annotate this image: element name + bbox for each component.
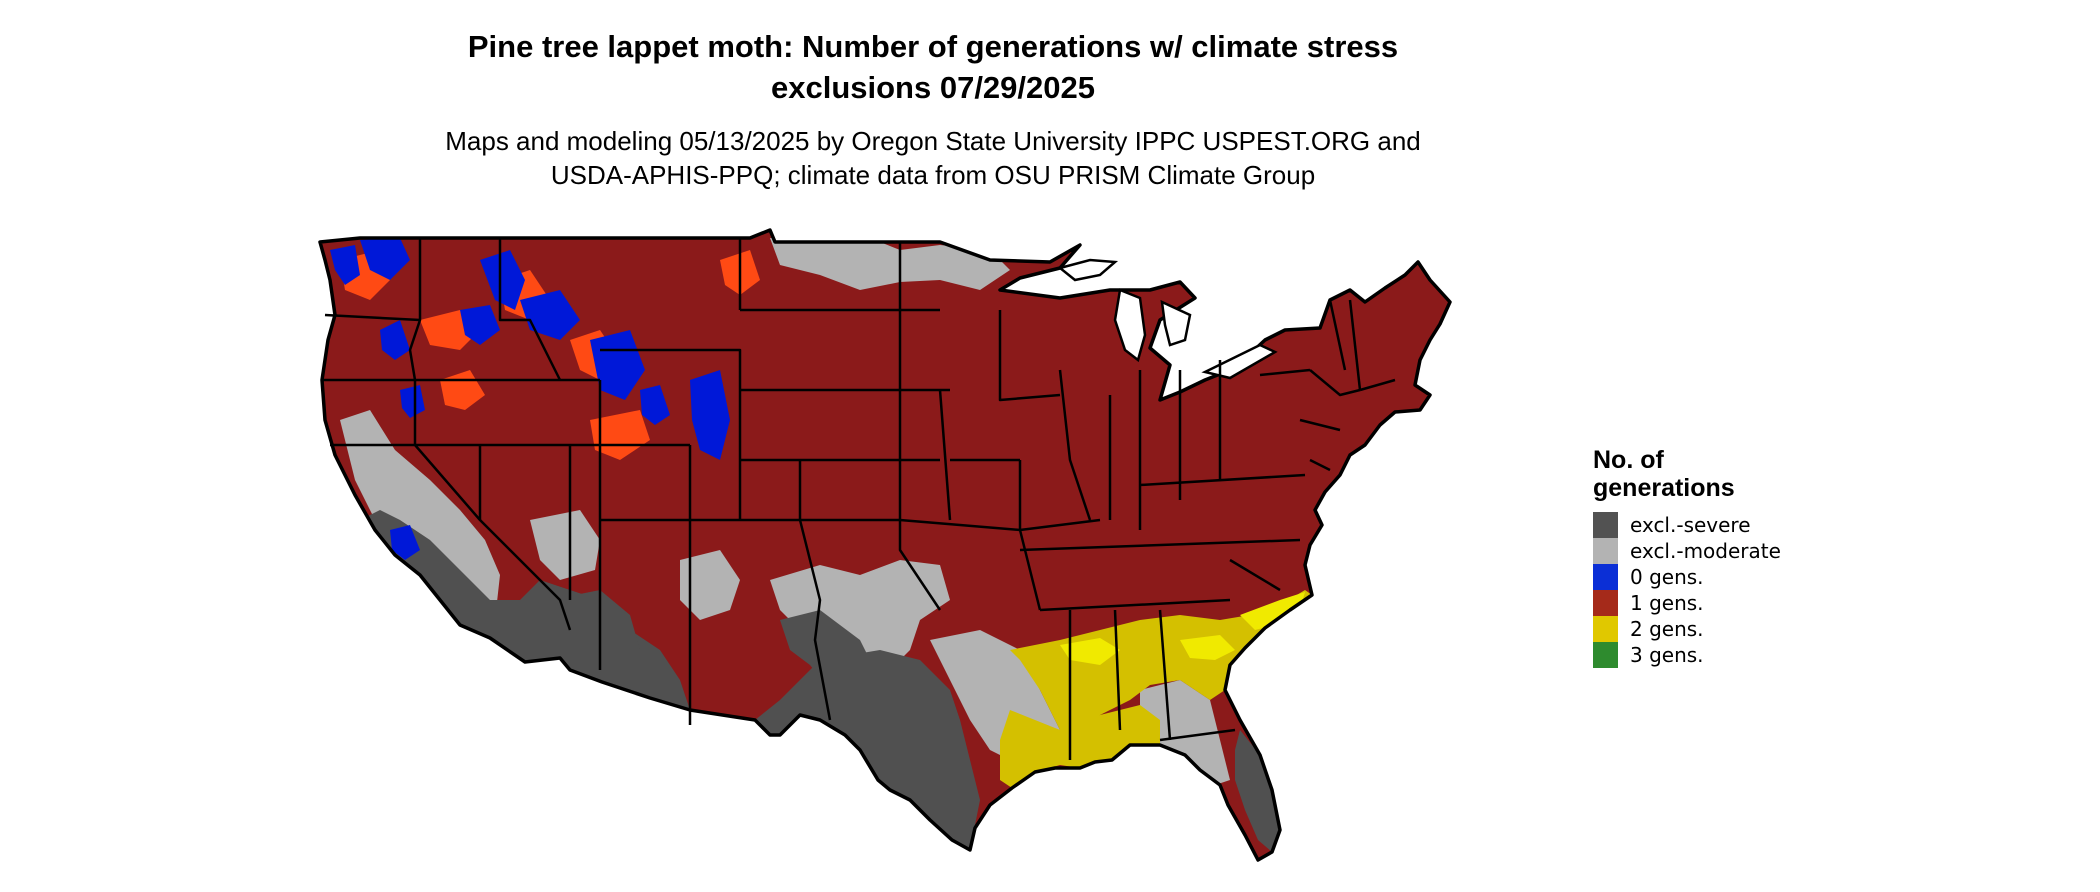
legend-label-excl-moderate: excl.-moderate	[1630, 539, 1781, 563]
legend-item-excl-severe: excl.-severe	[1593, 512, 1853, 538]
us-map-svg	[318, 228, 1452, 862]
legend-swatch-1-gens	[1593, 590, 1618, 616]
zone-two-gens-bright	[1060, 592, 1305, 665]
legend-label-0-gens: 0 gens.	[1630, 565, 1704, 589]
great-lakes	[1057, 258, 1278, 380]
legend-swatch-0-gens	[1593, 564, 1618, 590]
legend-label-1-gens: 1 gens.	[1630, 591, 1704, 615]
zone-excl-moderate	[340, 238, 1230, 785]
legend-label-excl-severe: excl.-severe	[1630, 513, 1751, 537]
legend-swatch-3-gens	[1593, 642, 1618, 668]
map-title-line-1: Pine tree lappet moth: Number of generat…	[467, 29, 1399, 64]
legend-item-1-gens: 1 gens.	[1593, 590, 1853, 616]
legend-title-line-1: No. of	[1593, 446, 1664, 474]
legend-swatch-excl-moderate	[1593, 538, 1618, 564]
lake-superior	[1057, 258, 1119, 282]
legend-item-0-gens: 0 gens.	[1593, 564, 1853, 590]
lake-huron	[1160, 299, 1192, 347]
map-zones	[330, 230, 1312, 852]
lake-erie	[1201, 343, 1278, 380]
us-map	[300, 220, 1580, 890]
map-title: Pine tree lappet moth: Number of generat…	[0, 26, 1866, 108]
lake-michigan	[1113, 288, 1147, 363]
map-subtitle-line-2: USDA-APHIS-PPQ; climate data from OSU PR…	[550, 160, 1316, 190]
state-borders	[322, 238, 1396, 760]
map-legend: No. of generations excl.-severe excl.-mo…	[1593, 446, 1853, 668]
map-subtitle: Maps and modeling 05/13/2025 by Oregon S…	[0, 124, 1866, 192]
legend-title-line-2: generations	[1593, 474, 1735, 502]
zone-excl-severe	[360, 510, 1280, 852]
legend-swatch-2-gens	[1593, 616, 1618, 642]
legend-swatch-excl-severe	[1593, 512, 1618, 538]
legend-title: No. of generations	[1593, 446, 1853, 502]
legend-item-excl-moderate: excl.-moderate	[1593, 538, 1853, 564]
map-subtitle-line-1: Maps and modeling 05/13/2025 by Oregon S…	[445, 126, 1421, 156]
map-title-line-2: exclusions 07/29/2025	[770, 70, 1095, 105]
legend-item-3-gens: 3 gens.	[1593, 642, 1853, 668]
legend-label-2-gens: 2 gens.	[1630, 617, 1704, 641]
legend-item-2-gens: 2 gens.	[1593, 616, 1853, 642]
legend-label-3-gens: 3 gens.	[1630, 643, 1704, 667]
